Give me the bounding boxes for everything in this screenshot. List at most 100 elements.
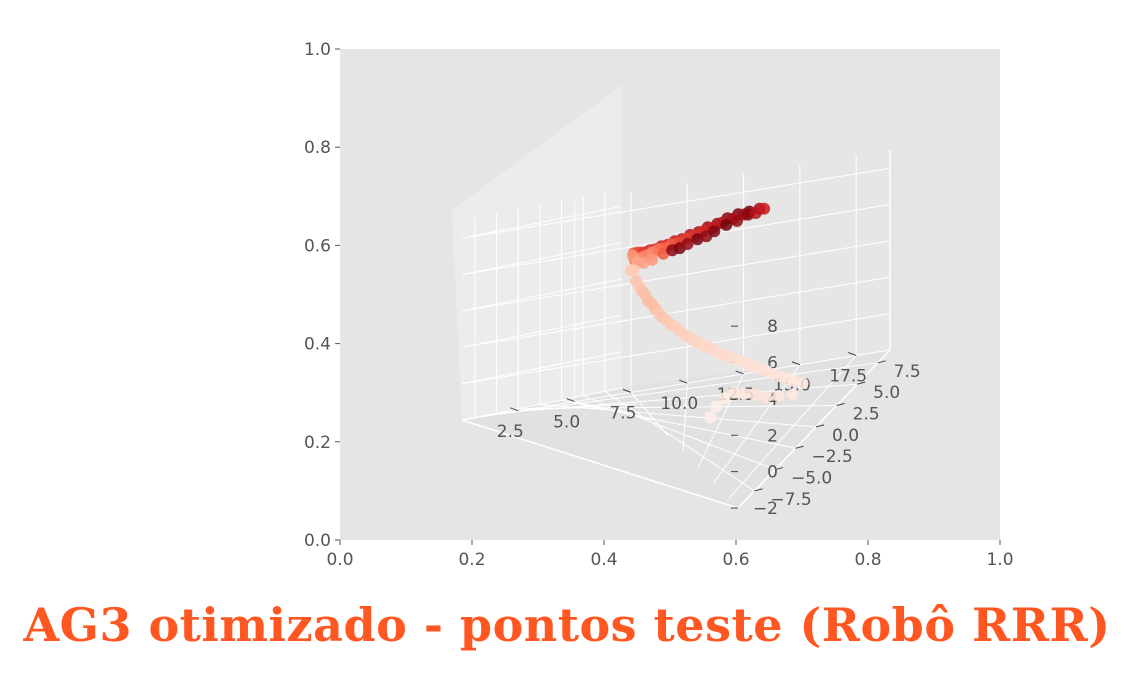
scatter-point bbox=[660, 314, 673, 327]
grid-z-back bbox=[461, 242, 623, 276]
y-tick-label: −5.0 bbox=[791, 469, 832, 489]
x-tick-mark bbox=[848, 352, 857, 356]
x-tick-mark bbox=[679, 379, 688, 384]
y-tick-label: 2.5 bbox=[853, 405, 880, 425]
scatter-point bbox=[787, 374, 800, 387]
outer-x-tick-label: 0.6 bbox=[722, 550, 749, 570]
outer-y-tick-label: 0.6 bbox=[304, 236, 331, 256]
grid-x-floor bbox=[713, 364, 801, 484]
pane-floor bbox=[462, 350, 890, 508]
scatter-point bbox=[678, 328, 691, 341]
grid-y-floor bbox=[474, 362, 878, 418]
y-tick-mark bbox=[774, 467, 784, 471]
pane-back bbox=[622, 85, 890, 388]
grid-z-left bbox=[461, 276, 891, 348]
3d-axis-lines bbox=[461, 150, 891, 509]
scatter-point bbox=[710, 400, 723, 413]
x-tick-label: 7.5 bbox=[609, 403, 636, 423]
grid-z-back bbox=[461, 205, 623, 239]
grid-z-back bbox=[461, 314, 623, 348]
scatter-point bbox=[704, 411, 717, 424]
scatter-point bbox=[646, 253, 659, 266]
page-title: AG3 otimizado - pontos teste (Robô RRR) bbox=[23, 598, 1111, 652]
z-tick-label: 2 bbox=[767, 426, 778, 446]
scatter-point bbox=[772, 390, 785, 402]
z-tick-label: 6 bbox=[767, 354, 778, 374]
x-tick-label: 5.0 bbox=[553, 413, 580, 433]
y-tick-label: 5.0 bbox=[873, 383, 900, 403]
scatter-point bbox=[708, 225, 721, 238]
scatter-point bbox=[748, 388, 761, 401]
y-tick-label: −2.5 bbox=[812, 447, 853, 467]
grid-z-left bbox=[461, 313, 891, 385]
scatter-point bbox=[759, 391, 772, 404]
scatter-point bbox=[775, 370, 788, 383]
x-tick-mark bbox=[735, 370, 744, 375]
outer-x-tick-label: 0.2 bbox=[458, 550, 485, 570]
x-tick-mark bbox=[622, 388, 632, 393]
outer-y-tick-label: 0.8 bbox=[304, 138, 331, 158]
x-tick-label: 2.5 bbox=[497, 422, 524, 442]
scatter-point bbox=[761, 365, 774, 378]
grid-x-floor bbox=[728, 355, 857, 499]
scatter-point bbox=[747, 360, 760, 373]
y-tick-label: 0.0 bbox=[832, 426, 859, 446]
scatter-point bbox=[639, 288, 651, 301]
y-tick-label: −7.5 bbox=[770, 490, 811, 510]
scatter-point bbox=[737, 387, 750, 400]
scatter-point bbox=[734, 354, 747, 367]
y-tick-mark bbox=[877, 360, 886, 364]
y-tick-mark bbox=[795, 445, 804, 449]
grid-x-floor bbox=[630, 392, 669, 436]
3d-panes bbox=[452, 85, 890, 508]
z-tick-label: −2 bbox=[753, 499, 778, 519]
x-tick-label: 10.0 bbox=[660, 394, 698, 414]
grid-z-left bbox=[461, 349, 891, 421]
outer-x-tick-label: 0.0 bbox=[326, 550, 353, 570]
scatter-points bbox=[625, 202, 809, 424]
scatter-point bbox=[652, 307, 665, 320]
x-tick-mark bbox=[566, 398, 575, 403]
scatter-point bbox=[645, 297, 658, 310]
scatter-point bbox=[796, 377, 809, 390]
scatter-point bbox=[718, 392, 731, 405]
outer-y-tick-label: 0.4 bbox=[304, 335, 331, 355]
scatter-point bbox=[688, 334, 701, 347]
3d-grid bbox=[461, 155, 891, 499]
x-axis-line bbox=[461, 419, 739, 509]
scatter-point bbox=[721, 350, 734, 363]
scatter-point bbox=[710, 345, 723, 358]
pane-left bbox=[452, 85, 622, 420]
grid-y-floor bbox=[496, 383, 858, 414]
z-tick-label: 0 bbox=[767, 463, 778, 483]
grid-z-left bbox=[461, 240, 891, 312]
scatter-point bbox=[731, 214, 743, 227]
scatter-point bbox=[758, 202, 771, 215]
outer-y-tick-label: 1.0 bbox=[304, 40, 331, 60]
grid-x-floor bbox=[682, 383, 688, 452]
grid-z-back bbox=[461, 387, 623, 421]
outer-axes: 0.0 0.2 0.4 0.6 0.8 1.0 0.0 0.2 0.4 0.6 0.8 1.0 bbox=[304, 40, 1014, 570]
grid-y-floor bbox=[518, 405, 837, 410]
outer-x-tick-label: 0.8 bbox=[854, 550, 881, 570]
grid-z-back bbox=[461, 278, 623, 312]
y-tick-mark bbox=[754, 488, 763, 492]
scatter-point bbox=[728, 386, 740, 399]
y-tick-label: 7.5 bbox=[894, 362, 921, 382]
outer-y-tick-label: 0.2 bbox=[304, 433, 331, 453]
y-axis-line bbox=[737, 349, 891, 509]
z-tick-label: 4 bbox=[767, 390, 778, 410]
x-tick-label: 17.5 bbox=[829, 367, 867, 387]
x-tick-mark bbox=[791, 361, 801, 366]
grid-z-back bbox=[461, 351, 623, 385]
outer-x-tick-label: 0.4 bbox=[590, 550, 617, 570]
scatter-point bbox=[698, 340, 711, 353]
scatter-point bbox=[669, 320, 682, 333]
y-tick-mark bbox=[857, 381, 866, 385]
scatter-3d-chart: 0.0 0.2 0.4 0.6 0.8 1.0 0.0 0.2 0.4 0.6 0.8 1.0 2.5… bbox=[304, 40, 1014, 570]
outer-x-tick-label: 1.0 bbox=[986, 550, 1013, 570]
z-tick-label: 8 bbox=[767, 317, 778, 337]
scatter-point bbox=[720, 218, 733, 231]
x-tick-mark bbox=[510, 407, 519, 412]
y-tick-mark bbox=[836, 403, 845, 406]
